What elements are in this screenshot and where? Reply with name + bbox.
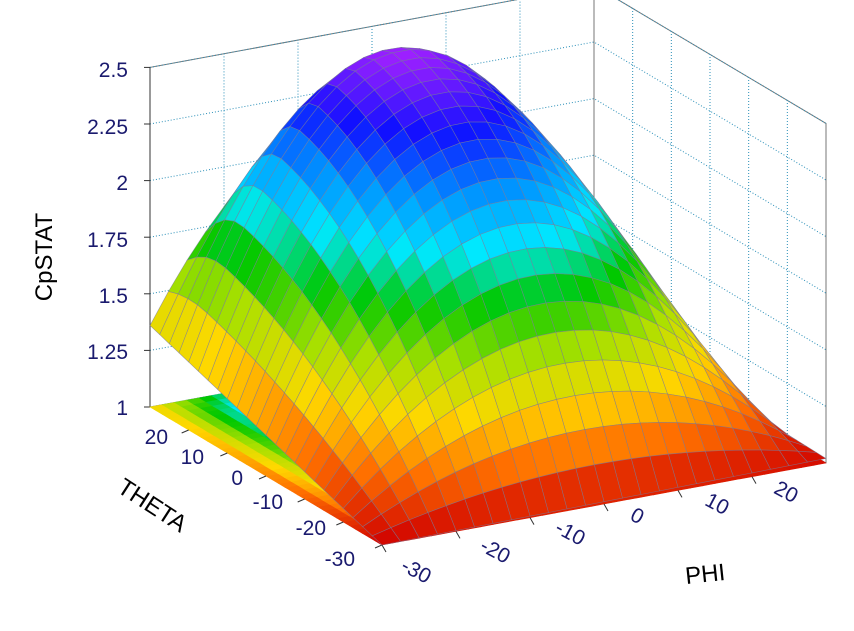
theta-tick-mark <box>297 498 305 503</box>
z-tick-label: 1 <box>116 397 128 420</box>
theta-tick-label: 20 <box>145 426 168 449</box>
surface-patch <box>371 527 402 546</box>
z-gridline <box>149 0 827 124</box>
phi-tick-label: -10 <box>551 516 589 551</box>
phi-tick-mark <box>455 531 461 539</box>
theta-axis-ticks: -30 -20 -10 0 10 20 <box>145 426 355 571</box>
z-tick-label: 2 <box>116 172 128 195</box>
theta-tick-mark <box>258 475 267 480</box>
theta-tick-label: 0 <box>231 467 243 490</box>
phi-tick-mark <box>529 517 535 525</box>
phi-tick-label: 0 <box>626 503 647 529</box>
phi-tick-label: 10 <box>701 489 732 520</box>
z-tick-label: 2.5 <box>99 59 128 82</box>
z-tick-label: 1.75 <box>87 229 128 252</box>
theta-tick-mark <box>336 521 344 526</box>
theta-tick-mark <box>181 429 189 434</box>
surface-mesh <box>149 46 827 546</box>
theta-tick-label: -30 <box>325 548 355 571</box>
z-axis-title: CpSTAT <box>31 212 58 301</box>
theta-tick-label: -20 <box>296 517 326 540</box>
phi-axis-title: PHI <box>684 559 727 590</box>
theta-tick-label: -10 <box>253 491 283 514</box>
z-tick-label: 1.5 <box>99 285 128 308</box>
phi-tick-mark <box>603 503 609 512</box>
phi-tick-mark <box>677 490 683 498</box>
phi-tick-label: 20 <box>770 477 801 508</box>
theta-tick-label: 10 <box>181 446 204 469</box>
phi-tick-mark <box>381 544 387 553</box>
phi-tick-label: -20 <box>476 534 514 569</box>
phi-tick-mark <box>751 476 757 484</box>
z-tick-label: 2.25 <box>87 116 128 139</box>
z-tick-label: 1.25 <box>87 341 128 364</box>
theta-tick-mark <box>374 544 383 549</box>
z-axis-ticks: 1 1.25 1.5 1.75 2 2.25 2.5 <box>87 59 128 420</box>
theta-axis-title: THETA <box>112 473 191 538</box>
theta-tick-mark <box>220 452 228 457</box>
phi-tick-label: -30 <box>397 554 435 589</box>
